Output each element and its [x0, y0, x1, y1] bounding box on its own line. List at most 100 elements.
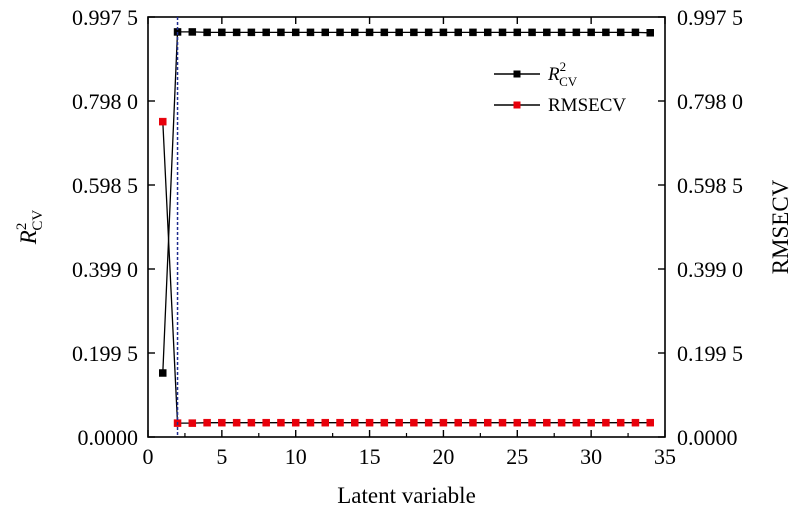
data-point [395, 418, 403, 427]
data-point [631, 28, 640, 37]
x-axis-ticks: 0 5 10 15 20 25 30 35 [143, 17, 676, 469]
series-line [162, 31, 651, 374]
data-point [410, 418, 418, 427]
data-point [557, 28, 566, 37]
x-tick-label: 5 [216, 444, 227, 469]
data-point [616, 418, 625, 427]
series-line [162, 121, 651, 424]
legend-marker [513, 70, 521, 78]
data-point [380, 28, 389, 37]
data-point [424, 28, 433, 37]
right-y-tick-label: 0.399 0 [677, 257, 743, 282]
data-point [159, 117, 167, 126]
left-y-axis-title: R2CV [14, 210, 46, 246]
data-point [277, 418, 285, 427]
data-point [262, 28, 270, 37]
data-point [351, 28, 359, 37]
data-point [410, 28, 418, 37]
data-point [602, 418, 610, 427]
x-tick-label: 0 [143, 444, 154, 469]
left-y-axis-title-base: R [16, 230, 41, 245]
legend-label-sup: 2 [560, 59, 567, 74]
legend-marker [513, 101, 521, 109]
data-point [602, 28, 610, 37]
data-point [469, 418, 477, 427]
data-point [262, 418, 270, 427]
right-y-tick-label: 0.199 5 [677, 341, 743, 366]
data-point [203, 418, 211, 427]
data-point [557, 418, 566, 427]
data-point [203, 28, 211, 37]
data-point [336, 418, 344, 427]
right-y-axis-title: RMSECV [768, 179, 793, 274]
data-point [188, 419, 197, 427]
plot-frame [147, 16, 666, 438]
data-point [587, 28, 595, 37]
right-y-tick-label: 0.0000 [677, 425, 738, 450]
data-point [646, 418, 654, 427]
x-tick-label: 10 [285, 444, 307, 469]
left-y-tick-label: 0.997 5 [72, 5, 138, 30]
left-y-axis-title-sub: CV [30, 210, 46, 231]
left-y-axis-title-sup: 2 [14, 223, 30, 231]
data-point [528, 28, 536, 37]
right-y-tick-label: 0.997 5 [677, 5, 743, 30]
data-point [218, 28, 226, 37]
data-point [277, 28, 285, 37]
data-point [572, 418, 581, 427]
data-point [247, 418, 256, 427]
data-point [351, 418, 359, 427]
x-tick-label: 25 [506, 444, 528, 469]
left-y-tick-label: 0.0000 [78, 425, 139, 450]
data-point [483, 28, 492, 37]
data-point [543, 28, 551, 37]
right-y-axis-ticks: 0.0000 0.199 5 0.399 0 0.598 5 0.798 0 0.997 … [658, 5, 743, 450]
data-point [232, 418, 241, 427]
data-point [631, 418, 640, 427]
data-point [159, 369, 167, 377]
data-point [291, 28, 300, 37]
x-axis-title: Latent variable [337, 483, 476, 508]
data-point [498, 28, 507, 37]
left-y-tick-label: 0.598 5 [72, 173, 138, 198]
data-point [188, 28, 197, 36]
data-point [247, 28, 256, 37]
x-tick-label: 15 [359, 444, 381, 469]
data-point [306, 418, 315, 427]
data-point [469, 28, 477, 37]
data-point [646, 29, 654, 37]
data-point [439, 418, 448, 427]
data-point [454, 28, 462, 37]
right-y-tick-label: 0.598 5 [677, 173, 743, 198]
data-point [572, 28, 581, 37]
x-tick-label: 30 [580, 444, 602, 469]
legend-label: RMSECV [548, 95, 626, 116]
plot-border [147, 16, 666, 438]
data-point [513, 28, 522, 37]
data-point [454, 418, 462, 427]
data-point [513, 418, 522, 427]
left-y-tick-label: 0.199 5 [72, 341, 138, 366]
data-point [336, 28, 344, 37]
data-point [439, 28, 448, 37]
data-point [321, 418, 330, 427]
data-point [380, 418, 389, 427]
data-point [616, 28, 625, 37]
data-point [498, 418, 507, 427]
x-tick-label: 35 [654, 444, 676, 469]
legend-label: R2 CV [547, 59, 578, 89]
data-point [424, 418, 433, 427]
data-point [306, 28, 315, 37]
legend: R2 CV RMSECV [494, 59, 626, 116]
data-point [365, 418, 374, 427]
data-point [395, 28, 403, 37]
left-y-axis-ticks: 0.0000 0.199 5 0.399 0 0.598 5 0.798 0 0.997 … [72, 5, 155, 450]
legend-label-sub: CV [559, 74, 578, 89]
legend-label-base: R [547, 64, 560, 85]
data-point [291, 418, 300, 427]
right-y-tick-label: 0.798 0 [677, 89, 743, 114]
x-tick-label: 20 [432, 444, 454, 469]
data-point [232, 28, 241, 37]
series-layer [159, 17, 654, 437]
